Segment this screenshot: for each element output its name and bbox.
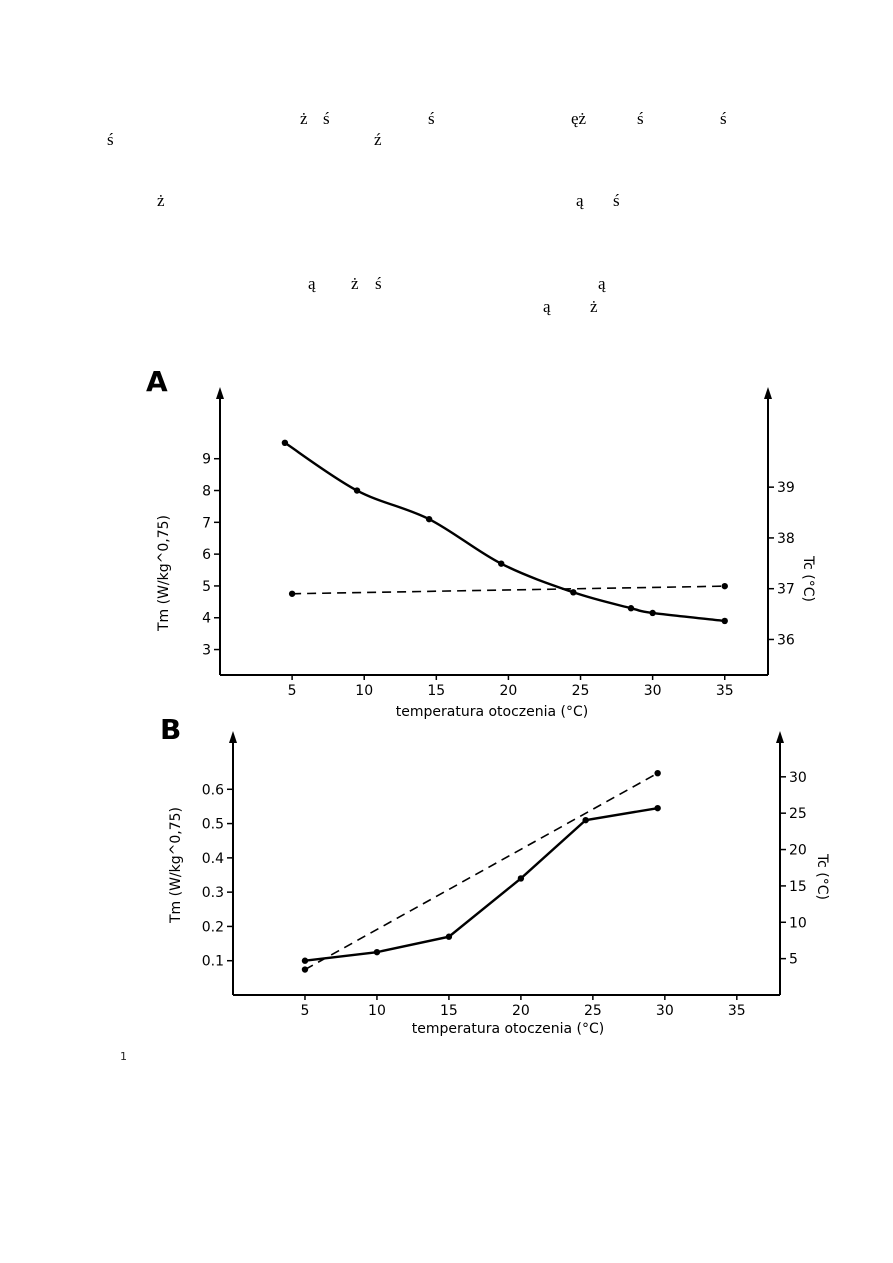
series-line-tm <box>284 441 725 623</box>
y-right-tick-label: 30 <box>789 770 807 786</box>
data-point-tm <box>498 560 505 567</box>
marks-b <box>301 769 661 973</box>
data-point-tc <box>721 582 728 590</box>
y-left-tick-label: 0.2 <box>202 919 224 935</box>
text-fragment: ą <box>543 297 551 316</box>
y-left-tick-label: 0.5 <box>202 817 224 833</box>
x-tick-label: 20 <box>500 683 518 699</box>
data-point-tm <box>373 948 381 956</box>
text-fragment: ś <box>107 130 114 149</box>
x-tick-label: 35 <box>716 683 734 699</box>
series-line-tc <box>304 772 659 971</box>
y-left-tick-label: 8 <box>202 484 211 500</box>
axes-b: 5 10 15 20 25 30 35 0.1 0.2 0.3 0.4 0.5 0.6 5 10 15 20 25… <box>202 731 807 1019</box>
data-point-tm <box>654 804 661 812</box>
y-left-tick-label: 7 <box>202 515 211 531</box>
text-fragment: ż <box>157 191 165 210</box>
marks-a <box>281 439 728 625</box>
y-left-label-b: Tm (W/kg^0,75) <box>168 807 184 924</box>
y-right-tick-label: 25 <box>789 806 807 822</box>
data-point-tm <box>649 609 656 617</box>
x-tick-label: 15 <box>427 683 445 699</box>
y-right-tick-label: 38 <box>777 531 795 547</box>
text-fragment: ś <box>428 109 435 128</box>
text-fragment: ś <box>720 109 727 128</box>
y-left-tick-label: 6 <box>202 547 211 563</box>
y-left-tick-label: 9 <box>202 452 211 468</box>
y-left-tick-label: 5 <box>202 579 211 595</box>
y-left-arrow-icon <box>229 731 237 743</box>
data-point-tm <box>281 439 289 447</box>
chart-panel-b: B 5 10 15 20 25 30 35 0.1 0.2 0.3 0.4 0.5 0.6 5 10 15 20… <box>160 713 830 1037</box>
x-tick-label: 10 <box>355 683 373 699</box>
data-point-tm <box>301 957 309 964</box>
text-fragment: ą <box>308 274 316 293</box>
y-left-tick-label: 4 <box>202 611 211 627</box>
y-right-arrow-icon <box>776 731 784 743</box>
y-right-tick-label: 39 <box>777 480 795 496</box>
text-fragment: ą <box>576 191 584 210</box>
y-left-arrow-icon <box>216 387 224 399</box>
text-fragment: ż <box>351 274 359 293</box>
text-fragment: ż <box>590 297 598 316</box>
data-point-tm <box>570 589 577 596</box>
data-point-tc <box>654 769 661 777</box>
x-tick-label: 25 <box>584 1003 602 1019</box>
text-fragment: ź <box>374 130 382 149</box>
y-right-tick-label: 36 <box>777 632 795 648</box>
x-tick-label: 30 <box>656 1003 674 1019</box>
y-right-label-a: Tc (°C) <box>800 555 816 602</box>
chart-panel-a: A 5 10 15 20 25 30 35 3 4 5 6 7 8 9 36 37 38 39 temperatu… <box>146 365 816 720</box>
text-fragment: ś <box>323 109 330 128</box>
text-fragment: ż <box>300 109 308 128</box>
x-tick-label: 25 <box>572 683 590 699</box>
data-point-tm <box>721 617 728 625</box>
y-left-tick-label: 0.4 <box>202 851 224 867</box>
y-left-tick-label: 0.3 <box>202 885 224 901</box>
y-right-label-b: Tc (°C) <box>814 853 830 900</box>
series-line-tm <box>304 806 658 962</box>
data-point-tm <box>517 875 525 882</box>
x-tick-label: 5 <box>301 1003 310 1019</box>
data-point-tc <box>301 966 309 973</box>
x-tick-label: 15 <box>440 1003 458 1019</box>
series-line-tc <box>292 585 725 595</box>
text-fragment: ś <box>375 274 382 293</box>
text-fragment: ś <box>637 109 644 128</box>
x-tick-label: 20 <box>512 1003 530 1019</box>
y-right-tick-label: 10 <box>789 915 807 931</box>
x-tick-label: 5 <box>288 683 297 699</box>
text-fragment: ś <box>613 191 620 210</box>
caption-fragment: 1 <box>120 1050 127 1063</box>
data-point-tm <box>627 605 635 612</box>
y-left-tick-label: 3 <box>202 643 211 659</box>
y-right-tick-label: 20 <box>789 843 807 859</box>
x-tick-label: 10 <box>368 1003 386 1019</box>
y-right-tick-label: 37 <box>777 582 795 598</box>
data-point-tm <box>353 487 361 494</box>
y-left-tick-label: 0.1 <box>202 954 224 970</box>
panel-label-a: A <box>146 365 168 398</box>
x-tick-label: 30 <box>644 683 662 699</box>
data-point-tm <box>582 816 589 824</box>
axes-a: 5 10 15 20 25 30 35 3 4 5 6 7 8 9 36 37 38 39 <box>202 387 795 699</box>
x-axis-label-a: temperatura otoczenia (°C) <box>396 704 589 720</box>
panel-label-b: B <box>160 713 181 746</box>
y-right-tick-label: 5 <box>789 952 798 968</box>
y-left-tick-label: 0.6 <box>202 782 224 798</box>
y-right-arrow-icon <box>764 387 772 399</box>
data-point-tm <box>425 515 433 523</box>
text-fragment: ęż <box>571 109 587 128</box>
x-axis-label-b: temperatura otoczenia (°C) <box>412 1021 605 1037</box>
data-point-tm <box>445 933 453 940</box>
x-tick-label: 35 <box>728 1003 746 1019</box>
data-point-tc <box>288 590 296 597</box>
text-fragment: ą <box>598 274 606 293</box>
y-right-tick-label: 15 <box>789 879 807 895</box>
y-left-label-a: Tm (W/kg^0,75) <box>156 515 172 632</box>
